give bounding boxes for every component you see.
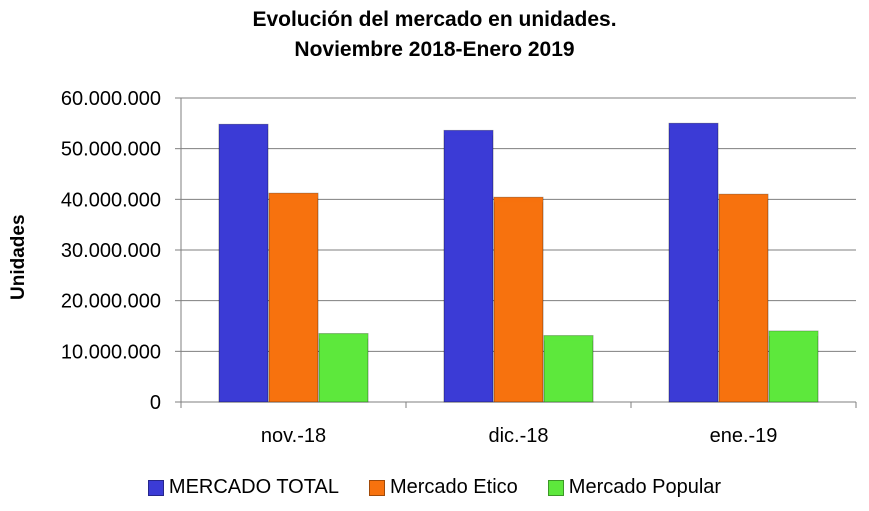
chart-title-line-2: Noviembre 2018-Enero 2019 — [294, 38, 575, 61]
bar-top — [494, 197, 543, 203]
y-tick-label: 60.000.000 — [61, 88, 161, 110]
bar-top — [444, 130, 493, 136]
bar-shading — [443, 129, 494, 403]
bar-shading — [268, 192, 319, 403]
bar-shading — [768, 330, 819, 403]
bar-shading — [493, 196, 544, 403]
legend-label: MERCADO TOTAL — [168, 476, 339, 498]
legend-label: Mercado Etico — [389, 476, 518, 498]
x-tick-label: dic.-18 — [488, 425, 548, 447]
bar-top — [269, 193, 318, 199]
legend-item: Mercado Popular — [547, 476, 722, 499]
bar-shading — [318, 333, 369, 403]
x-tick-label: nov.-18 — [261, 425, 326, 447]
legend-swatch — [368, 479, 385, 496]
x-tick-label: ene.-19 — [710, 425, 778, 447]
legend-item: MERCADO TOTAL — [147, 476, 339, 499]
bar-shading — [668, 122, 719, 403]
bar-top — [219, 124, 268, 130]
y-tick-label: 50.000.000 — [61, 139, 161, 161]
legend-swatch — [147, 479, 164, 496]
chart-title-line-1: Evolución del mercado en unidades. — [252, 8, 617, 31]
legend: MERCADO TOTAL Mercado Etico Mercado Popula… — [0, 476, 869, 499]
bar-shading — [718, 193, 769, 403]
y-tick-label: 10.000.000 — [61, 341, 161, 363]
bar-top — [719, 194, 768, 200]
bar-top — [319, 333, 368, 339]
legend-swatch — [547, 479, 564, 496]
bar-shading — [218, 123, 269, 403]
legend-label: Mercado Popular — [568, 476, 722, 498]
y-tick-label: 0 — [150, 392, 161, 414]
bar-top — [544, 335, 593, 341]
legend-item: Mercado Etico — [368, 476, 518, 499]
y-tick-label: 20.000.000 — [61, 291, 161, 313]
bar-top — [669, 123, 718, 129]
bar-shading — [543, 335, 594, 403]
y-tick-label: 40.000.000 — [61, 189, 161, 211]
y-tick-label: 30.000.000 — [61, 240, 161, 262]
bar-top — [769, 331, 818, 337]
